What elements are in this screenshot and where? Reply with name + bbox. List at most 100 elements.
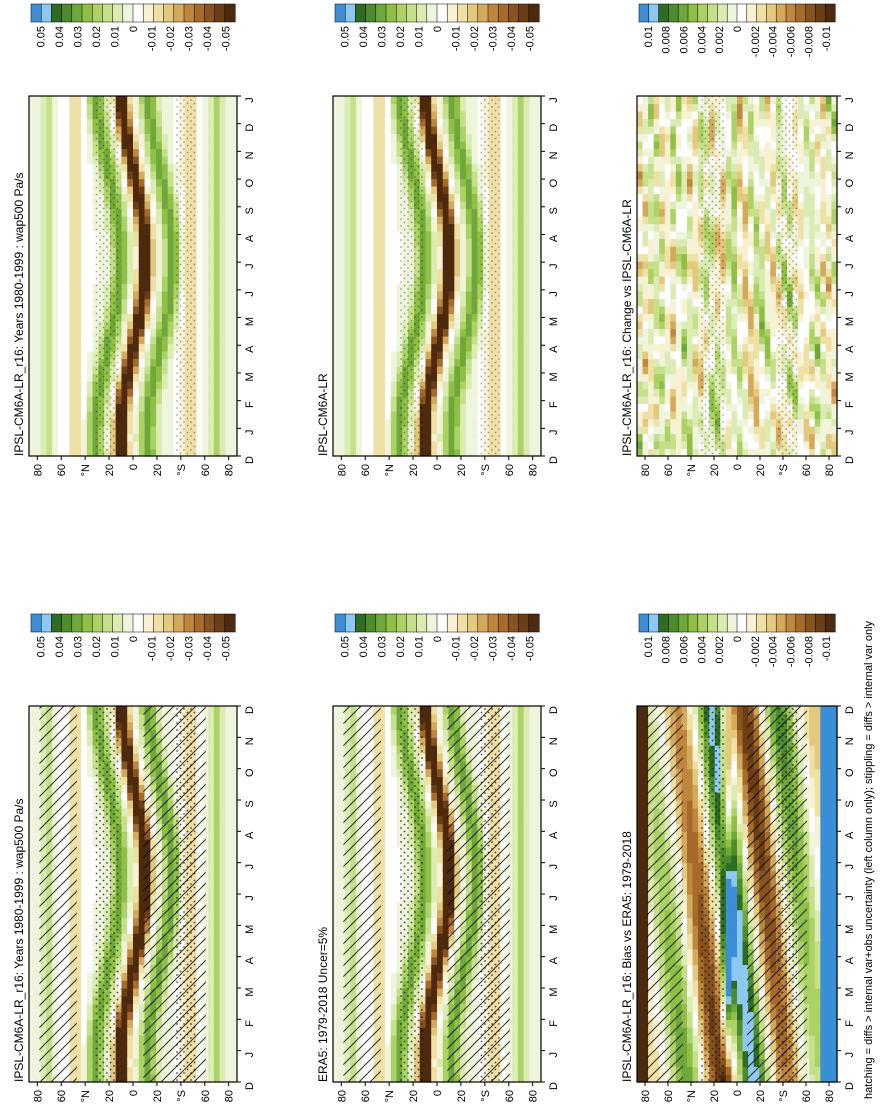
heatmap-cell [58,261,64,269]
heatmap-cell [208,878,214,886]
heatmap-cell [214,381,220,389]
heatmap-cell [385,933,391,941]
heatmap-cell [81,156,87,164]
heatmap-cell [121,216,127,224]
heatmap-cell [225,119,231,127]
heatmap-cell [391,769,397,777]
heatmap-cell [225,201,231,209]
heatmap-cell [208,1043,214,1051]
heatmap-cell [58,111,64,119]
heatmap-cell [162,269,168,277]
heatmap-cell [214,730,220,738]
heatmap-cell [202,426,208,434]
heatmap-cell [202,276,208,284]
heatmap-cell [127,863,133,871]
heatmap-cell [208,329,214,337]
heatmap-cell [41,179,47,187]
heatmap-cell [127,1027,133,1035]
heatmap-cell [225,980,231,988]
heatmap-cell [220,351,226,359]
heatmap-cell [202,441,208,449]
heatmap-cell [133,351,139,359]
heatmap-cell [214,972,220,980]
heatmap-cell [35,299,41,307]
heatmap-cell [127,149,133,157]
heatmap-cell [58,119,64,127]
heatmap-cell [168,449,174,457]
month-tick-label: J [244,263,256,269]
heatmap-cell [87,847,93,855]
heatmap-cell [121,261,127,269]
heatmap-cell [145,111,151,119]
heatmap-cells [29,96,238,457]
heatmap-cell [64,426,70,434]
heatmap-cell [29,925,35,933]
heatmap-cell [133,816,139,824]
heatmap-cell [133,753,139,761]
heatmap-cell [156,156,162,164]
heatmap-cell [64,404,70,412]
heatmap-cell [46,254,52,262]
heatmap-cell [145,404,151,412]
heatmap-cell [139,411,145,419]
heatmap-cell [121,246,127,254]
heatmap-cell [385,965,391,973]
heatmap-cell [81,321,87,329]
month-tick-label: O [244,178,256,187]
heatmap-cell [127,366,133,374]
heatmap-cell [81,886,87,894]
heatmap-cell [431,714,437,722]
heatmap-cell [133,847,139,855]
heatmap-cell [87,119,93,127]
heatmap-cell [133,808,139,816]
heatmap-cell [391,839,397,847]
heatmap-cell [391,871,397,879]
heatmap-cell [431,1019,437,1027]
heatmap-cell [197,164,203,172]
heatmap-cell [81,179,87,187]
heatmap-cell [75,419,81,427]
heatmap-cell [162,329,168,337]
heatmap-cell [431,878,437,886]
heatmap-cell [29,949,35,957]
heatmap-cell [214,411,220,419]
colorbar-label: -0.05 [221,26,233,51]
heatmap-cell [64,141,70,149]
heatmap-cell [220,1019,226,1027]
heatmap-cell [156,246,162,254]
heatmap-cell [431,941,437,949]
heatmap-cell [87,449,93,457]
heatmap-cell [225,261,231,269]
heatmap-cell [162,186,168,194]
heatmap-cell [121,1012,127,1020]
heatmap-cell [58,201,64,209]
heatmap-cell [333,800,339,808]
heatmap-cell [145,156,151,164]
heatmap-cell [437,800,443,808]
heatmap-cell [214,426,220,434]
heatmap-cell [208,965,214,973]
colorbar-label: 0.02 [91,26,103,47]
heatmap-cell [69,209,75,217]
heatmap-cell [52,284,58,292]
heatmap-cell [41,224,47,232]
heatmap-cell [46,134,52,142]
heatmap-cell [197,254,203,262]
heatmap-cell [81,925,87,933]
heatmap-cell [127,894,133,902]
heatmap-cell [168,441,174,449]
heatmap-cell [133,824,139,832]
heatmap-cell [75,96,81,104]
heatmap-cell [139,239,145,247]
heatmap-cell [75,134,81,142]
heatmap-cell [52,149,58,157]
heatmap-cell [35,261,41,269]
heatmap-cell [58,284,64,292]
heatmap-cell [168,111,174,119]
heatmap-cell [214,871,220,879]
heatmap-cell [41,284,47,292]
heatmap-cell [35,216,41,224]
heatmap-cell [333,933,339,941]
heatmap-cell [220,831,226,839]
